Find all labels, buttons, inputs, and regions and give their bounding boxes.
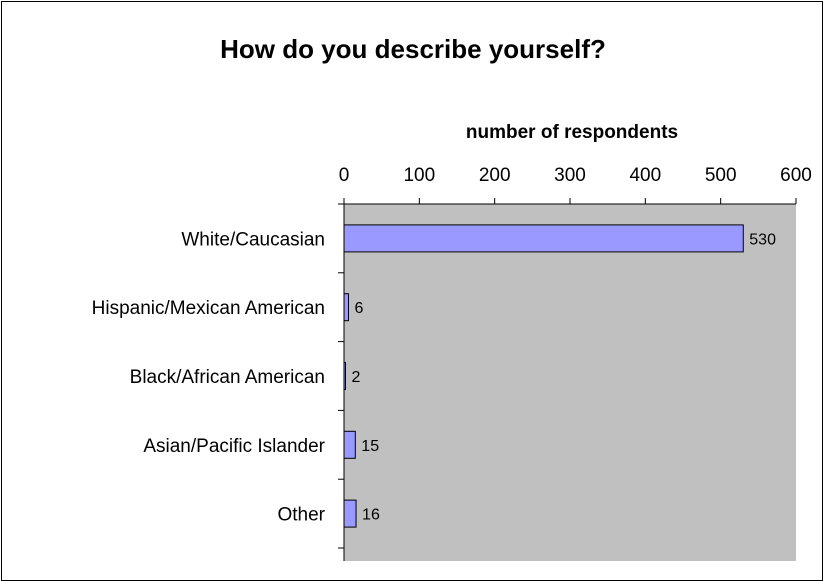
value-tick-label: 0 <box>339 165 350 186</box>
plot-area <box>344 204 796 561</box>
chart-title: How do you describe yourself? <box>220 34 606 64</box>
data-label: 16 <box>362 507 380 524</box>
category-label: Hispanic/Mexican American <box>92 298 325 319</box>
axis-layer: 0 100 200 300 400 500 600 <box>338 165 812 561</box>
value-tick-label: 500 <box>705 165 737 186</box>
category-label: White/Caucasian <box>181 229 325 250</box>
category-label: Asian/Pacific Islander <box>143 436 325 457</box>
value-tick-label: 100 <box>403 165 435 186</box>
value-tick-label: 300 <box>554 165 586 186</box>
data-label: 15 <box>361 438 379 455</box>
bar-layer <box>343 224 744 528</box>
bar-chart: 0 100 200 300 400 500 600 White/Caucasian 530 Hi… <box>92 165 812 561</box>
bar <box>343 293 350 322</box>
value-tick-label: 600 <box>780 165 812 186</box>
category-label: Black/African American <box>130 367 325 388</box>
label-layer: White/Caucasian 530 Hispanic/Mexican Ameri… <box>92 229 776 525</box>
data-label: 6 <box>355 300 364 317</box>
bar <box>343 362 347 390</box>
data-label: 2 <box>352 369 361 386</box>
value-tick-label: 200 <box>479 165 511 186</box>
data-label: 530 <box>749 231 776 248</box>
bar <box>343 430 356 459</box>
x-axis-title: number of respondents <box>465 122 679 143</box>
bar <box>343 499 357 528</box>
bar <box>343 224 744 253</box>
category-label: Other <box>277 505 325 526</box>
value-tick-label: 400 <box>629 165 661 186</box>
